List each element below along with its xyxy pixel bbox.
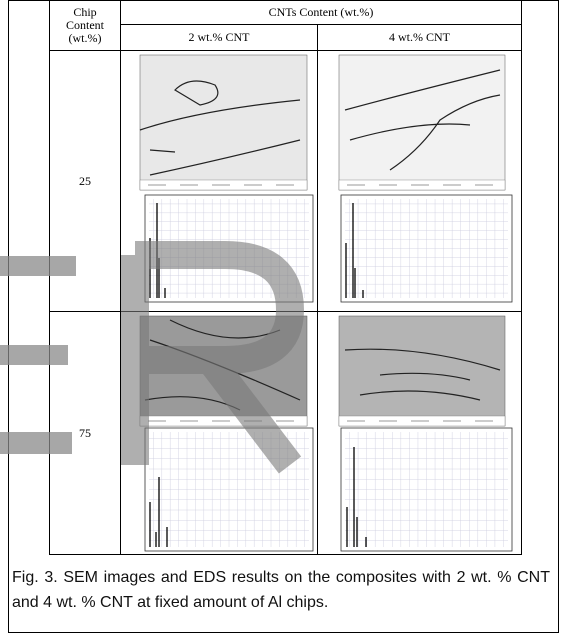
page: Chip Content (wt.%) CNTs Content (wt.%) … <box>0 0 569 635</box>
watermark-bar <box>0 256 76 276</box>
caption: Fig. 3. SEM images and EDS results on th… <box>12 565 550 615</box>
watermark-bar <box>0 345 68 365</box>
watermark-bar <box>0 432 72 454</box>
sem-image <box>339 316 505 426</box>
figure-art <box>0 0 569 560</box>
